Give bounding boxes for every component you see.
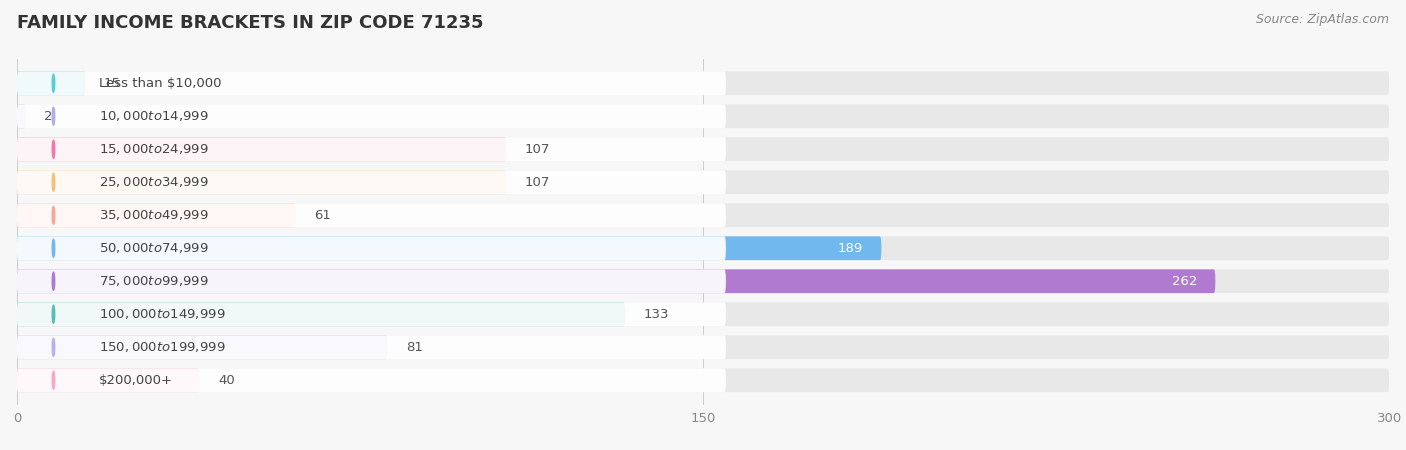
Circle shape (52, 239, 55, 257)
FancyBboxPatch shape (17, 72, 86, 95)
FancyBboxPatch shape (17, 236, 725, 260)
Text: 107: 107 (524, 176, 550, 189)
FancyBboxPatch shape (17, 171, 725, 194)
Text: 81: 81 (406, 341, 423, 354)
FancyBboxPatch shape (17, 236, 882, 260)
FancyBboxPatch shape (17, 369, 725, 392)
FancyBboxPatch shape (17, 203, 295, 227)
FancyBboxPatch shape (17, 104, 725, 128)
FancyBboxPatch shape (17, 72, 1389, 95)
Text: $35,000 to $49,999: $35,000 to $49,999 (100, 208, 209, 222)
Text: Source: ZipAtlas.com: Source: ZipAtlas.com (1256, 14, 1389, 27)
FancyBboxPatch shape (17, 137, 725, 161)
Text: $100,000 to $149,999: $100,000 to $149,999 (100, 307, 226, 321)
Text: $50,000 to $74,999: $50,000 to $74,999 (100, 241, 209, 255)
FancyBboxPatch shape (17, 104, 1389, 128)
Circle shape (52, 206, 55, 224)
FancyBboxPatch shape (17, 203, 725, 227)
Text: 40: 40 (218, 374, 235, 387)
FancyBboxPatch shape (17, 335, 388, 359)
FancyBboxPatch shape (17, 171, 506, 194)
Circle shape (52, 305, 55, 323)
FancyBboxPatch shape (17, 203, 1389, 227)
FancyBboxPatch shape (17, 137, 1389, 161)
Circle shape (52, 74, 55, 92)
Text: 107: 107 (524, 143, 550, 156)
FancyBboxPatch shape (17, 236, 1389, 260)
FancyBboxPatch shape (17, 137, 506, 161)
Text: Less than $10,000: Less than $10,000 (100, 77, 222, 90)
Circle shape (52, 140, 55, 158)
Text: FAMILY INCOME BRACKETS IN ZIP CODE 71235: FAMILY INCOME BRACKETS IN ZIP CODE 71235 (17, 14, 484, 32)
Text: 2: 2 (45, 110, 53, 123)
Text: $15,000 to $24,999: $15,000 to $24,999 (100, 142, 209, 156)
Circle shape (52, 107, 55, 125)
Text: 262: 262 (1171, 275, 1197, 288)
Circle shape (52, 272, 55, 290)
FancyBboxPatch shape (17, 171, 1389, 194)
FancyBboxPatch shape (17, 369, 1389, 392)
FancyBboxPatch shape (17, 302, 626, 326)
Circle shape (52, 173, 55, 191)
FancyBboxPatch shape (17, 302, 1389, 326)
Text: 133: 133 (644, 308, 669, 321)
Text: $25,000 to $34,999: $25,000 to $34,999 (100, 175, 209, 189)
FancyBboxPatch shape (17, 369, 200, 392)
FancyBboxPatch shape (17, 270, 1215, 293)
Text: $150,000 to $199,999: $150,000 to $199,999 (100, 340, 226, 354)
Circle shape (52, 371, 55, 389)
FancyBboxPatch shape (17, 104, 27, 128)
FancyBboxPatch shape (17, 270, 725, 293)
Text: 61: 61 (314, 209, 330, 222)
Text: $75,000 to $99,999: $75,000 to $99,999 (100, 274, 209, 288)
FancyBboxPatch shape (17, 302, 725, 326)
FancyBboxPatch shape (17, 335, 1389, 359)
FancyBboxPatch shape (17, 72, 725, 95)
Text: 189: 189 (838, 242, 863, 255)
Text: $200,000+: $200,000+ (100, 374, 173, 387)
FancyBboxPatch shape (17, 270, 1389, 293)
FancyBboxPatch shape (17, 335, 725, 359)
Circle shape (52, 338, 55, 356)
Text: $10,000 to $14,999: $10,000 to $14,999 (100, 109, 209, 123)
Text: 15: 15 (104, 77, 121, 90)
